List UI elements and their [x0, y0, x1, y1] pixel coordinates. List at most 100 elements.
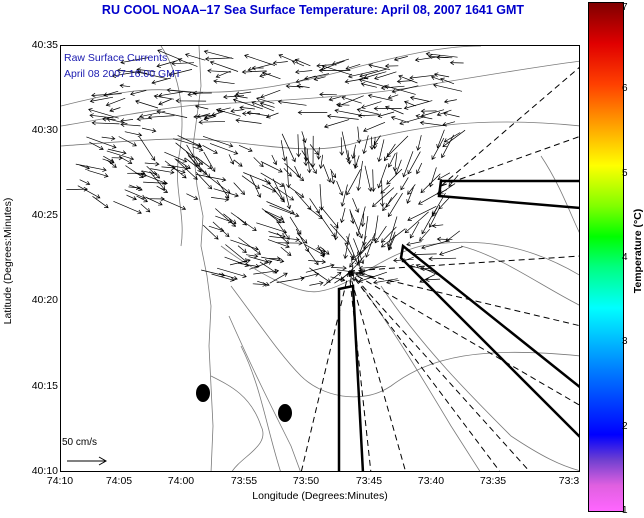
current-vector	[230, 212, 257, 231]
current-vector	[360, 213, 366, 228]
current-vector	[428, 208, 440, 228]
current-vector	[396, 79, 413, 84]
y-tick-label: 40:25	[31, 209, 58, 221]
box-south	[337, 284, 365, 471]
current-vector	[392, 152, 398, 172]
current-vector	[384, 63, 399, 69]
current-vector	[259, 101, 275, 108]
current-vector	[184, 52, 206, 61]
current-vector	[87, 169, 109, 178]
x-tick-label: 73:45	[355, 475, 383, 487]
transect-line	[348, 270, 406, 471]
current-vector	[265, 112, 279, 119]
current-vector	[213, 188, 239, 198]
current-vector	[260, 89, 281, 99]
current-vector	[341, 131, 351, 162]
current-vector	[113, 200, 142, 215]
current-vector	[420, 173, 441, 194]
current-vector	[92, 196, 109, 209]
current-vector	[371, 187, 395, 208]
station-marker	[196, 384, 210, 402]
current-vector	[373, 278, 398, 285]
current-vector	[211, 273, 235, 282]
current-vector	[420, 266, 432, 272]
current-vector	[237, 216, 248, 226]
current-vector	[235, 118, 262, 124]
current-vector	[304, 244, 326, 256]
colorbar-tick: 7	[622, 2, 628, 13]
colorbar-tick: 6	[622, 83, 628, 94]
map-canvas	[61, 46, 579, 471]
current-vector	[217, 107, 231, 113]
x-tick-label: 73:40	[417, 475, 445, 487]
current-vector	[177, 135, 202, 148]
current-vector	[442, 129, 466, 148]
current-vector	[442, 121, 456, 127]
current-vector	[271, 154, 278, 166]
current-vector	[377, 139, 385, 163]
current-vector	[374, 225, 387, 244]
current-vector	[436, 54, 453, 60]
current-vector	[355, 206, 366, 237]
current-vector	[353, 238, 365, 265]
current-vector	[421, 215, 433, 235]
current-vector	[306, 249, 319, 266]
current-vector	[432, 83, 463, 92]
current-vector	[216, 180, 230, 199]
current-vector	[319, 184, 324, 211]
current-vector	[436, 109, 452, 117]
current-vector	[294, 166, 301, 179]
contour-line	[460, 245, 579, 306]
current-vector	[419, 120, 446, 127]
current-vector	[269, 236, 300, 242]
current-vector	[400, 177, 409, 191]
current-vector	[316, 63, 333, 69]
current-vector	[330, 170, 336, 185]
current-vector	[330, 276, 346, 282]
transect-line	[440, 136, 579, 187]
current-vector	[146, 165, 161, 179]
current-vector	[202, 224, 219, 240]
map-plot-area[interactable]	[60, 45, 580, 472]
current-vector	[330, 223, 349, 245]
scale-arrow	[67, 456, 108, 466]
temperature-colorbar	[588, 2, 624, 512]
x-tick-label: 74:00	[167, 475, 195, 487]
current-vector	[247, 63, 272, 72]
current-vector	[421, 240, 450, 250]
current-vector	[215, 108, 241, 117]
current-vector	[431, 223, 444, 229]
current-vector	[362, 121, 386, 133]
current-vector	[198, 119, 226, 125]
current-vector	[346, 235, 360, 267]
current-vector	[88, 107, 119, 119]
current-vector	[285, 83, 304, 89]
transect-boxes	[337, 179, 579, 471]
current-vector	[280, 140, 287, 162]
current-vector	[295, 75, 316, 84]
current-vector	[204, 56, 232, 62]
current-vector	[260, 172, 285, 187]
current-vector	[430, 75, 442, 81]
current-vector	[380, 226, 397, 243]
current-vector	[425, 277, 441, 283]
current-vector	[111, 155, 123, 161]
current-vector	[119, 156, 133, 164]
current-vector	[303, 146, 309, 162]
current-vector	[355, 272, 377, 279]
current-vector	[249, 260, 273, 270]
current-vector	[269, 272, 288, 284]
current-vector	[386, 168, 403, 185]
current-vector	[202, 144, 218, 154]
current-vector	[301, 272, 320, 279]
current-vector	[257, 280, 270, 287]
current-vector	[305, 263, 335, 273]
current-vector	[253, 157, 264, 168]
current-vector	[66, 186, 88, 192]
current-vector	[128, 185, 141, 191]
current-vector	[409, 74, 434, 81]
current-vector	[337, 95, 364, 108]
colorbar-tick: 5	[622, 168, 628, 179]
current-vector	[239, 105, 255, 111]
current-vector	[145, 196, 163, 206]
